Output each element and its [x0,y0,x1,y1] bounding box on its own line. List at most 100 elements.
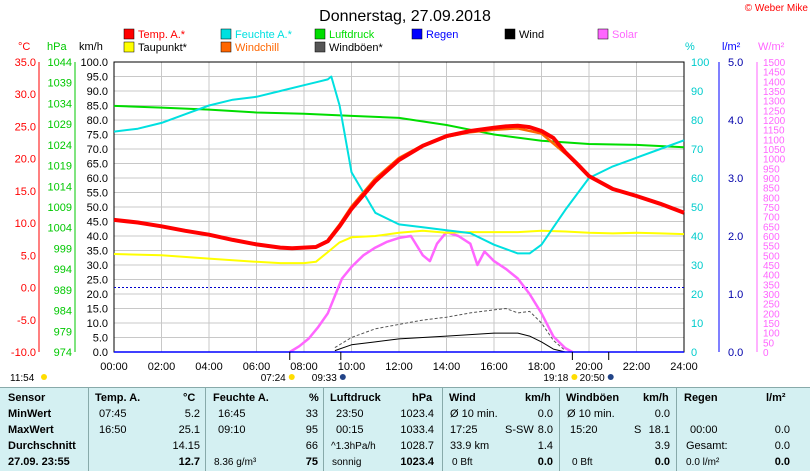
table-divider [205,387,206,471]
tick-label-x: 24:00 [670,361,698,373]
tick-label-hum: 70 [691,144,703,156]
tick-label-x: 02:00 [148,361,176,373]
tick-label-solar: 0 [763,348,769,359]
header-wind: Wind [449,392,476,404]
temp-min: 5.2 [184,408,200,420]
tick-label-hum: 20 [691,289,703,301]
header-temp: Temp. A. [95,392,141,404]
series-line-windb-en [334,308,566,351]
gust-avg: 3.9 [654,440,670,452]
legend-label: Solar [612,29,638,41]
table-divider [559,387,560,471]
tick-label-solar: 250 [763,300,780,311]
weather-chart: Donnerstag, 27.09.2018 © Weber Mike Temp. … [10,3,808,384]
tick-label-wind: 70.0 [87,144,108,156]
tick-label-temp: 15.0 [15,186,36,198]
tick-label-x: 22:00 [623,361,651,373]
header-wind-unit: km/h [525,392,551,404]
tick-label-temp: 0.0 [21,283,36,295]
series-line-feuchte-a [113,75,685,255]
press-trend: ^1.3hPa/h [331,441,376,452]
axis-unit-rain: l/m² [722,41,741,53]
legend-label: Temp. A.* [138,29,186,41]
wind-max-dir: S-SW [505,424,534,436]
tick-label-solar: 1400 [763,77,786,88]
wind-min: 0.0 [537,408,553,420]
wind-max: 8.0 [537,424,553,436]
tick-label-wind: 45.0 [87,217,108,229]
tick-label-solar: 800 [763,193,780,204]
temp-min-time: 07:45 [99,408,127,420]
wind-avg10-label: Ø 10 min. [450,408,498,420]
header-press-unit: hPa [412,392,433,404]
tick-label-hum: 100 [691,57,709,69]
tick-label-rain: 2.0 [728,231,743,243]
wind-bft: 0 Bft [452,457,473,468]
tick-label-wind: 40.0 [87,231,108,243]
series-line-temp-a [113,123,685,251]
tick-label-hum: 80 [691,115,703,127]
series-line-windchill [326,127,590,241]
temp-max: 25.1 [178,424,200,436]
press-min-time: 23:50 [336,408,364,420]
legend-label: Luftdruck [329,29,375,41]
header-sensor: Sensor [8,392,46,404]
time-marker-label: 20:50 [580,373,605,384]
tick-label-wind: 30.0 [87,260,108,272]
rain-total: 0.0 [774,440,790,452]
sun-icon [339,374,346,380]
temp-current: 12.7 [178,456,200,468]
series-line-wind [334,332,566,353]
tick-label-temp: 10.0 [15,218,36,230]
tick-label-solar: 1050 [763,145,786,156]
tick-label-hum: 10 [691,318,703,330]
tick-label-press: 1044 [48,57,72,69]
tick-label-solar: 450 [763,261,780,272]
header-temp-unit: °C [183,392,196,404]
wind-current: 0.0 [537,456,553,468]
tick-label-x: 14:00 [433,361,461,373]
series-line-solar [289,230,574,354]
legend-swatch [314,41,326,53]
header-rain-unit: l/m² [766,392,786,404]
row-label-min: MinWert [8,408,52,420]
tick-label-solar: 1200 [763,116,786,127]
hum-max: 95 [305,424,318,436]
tick-label-press: 1019 [48,161,72,173]
tick-label-press: 1009 [48,202,72,214]
tick-label-hum: 60 [691,173,703,185]
tick-label-x: 06:00 [243,361,271,373]
axis-unit-hum: % [685,41,695,53]
hum-max-time: 09:10 [218,424,246,436]
tick-label-x: 18:00 [528,361,556,373]
tick-label-rain: 0.0 [728,347,743,359]
tick-label-press: 1039 [48,78,72,90]
tick-label-wind: 90.0 [87,86,108,98]
tick-label-press: 989 [54,285,72,297]
tick-label-wind: 60.0 [87,173,108,185]
tick-label-solar: 900 [763,174,780,185]
statistics-table: Sensor Temp. A. °C Feuchte A. % Luftdruc… [0,387,810,471]
series-line-taupunkt [113,229,685,265]
tick-label-solar: 850 [763,184,780,195]
hum-abs: 8.36 g/m³ [214,457,257,468]
tick-label-x: 10:00 [338,361,366,373]
table-divider [0,387,810,388]
tick-label-solar: 350 [763,280,780,291]
tick-label-press: 984 [54,306,72,318]
rain-current: 0.0 [774,456,790,468]
tick-label-wind: 85.0 [87,101,108,113]
tick-label-wind: 15.0 [87,304,108,316]
tick-label-rain: 4.0 [728,115,743,127]
hum-min-time: 16:45 [218,408,246,420]
press-min: 1023.4 [400,408,434,420]
series-line-luftdruck [113,104,685,149]
sun-icon [571,374,578,380]
tick-label-solar: 700 [763,213,780,224]
tick-label-wind: 95.0 [87,72,108,84]
tick-label-solar: 50 [763,338,775,349]
tick-label-rain: 1.0 [728,289,743,301]
gust-current: 0.0 [654,456,670,468]
tick-label-wind: 20.0 [87,289,108,301]
legend-swatch [314,28,326,40]
